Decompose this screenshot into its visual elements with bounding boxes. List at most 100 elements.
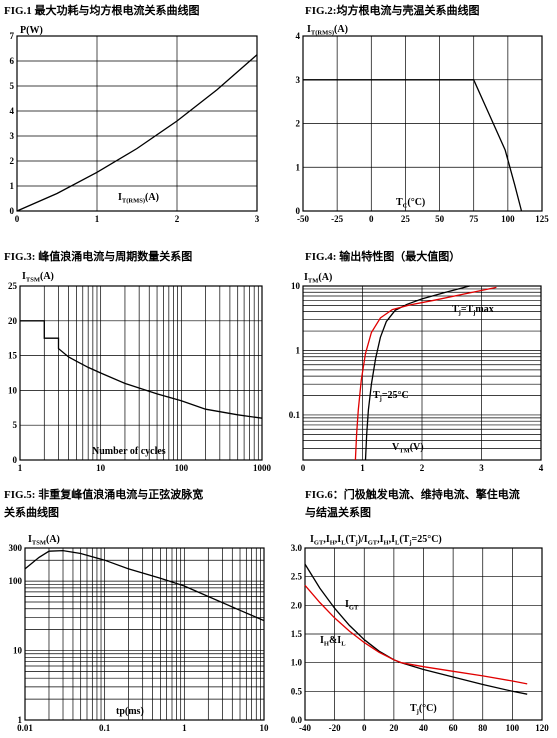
y-tick-label: 0.0 [291, 715, 303, 725]
x-tick-label: 50 [435, 214, 445, 224]
fig6-grid [304, 547, 543, 721]
fig4-caption: FIG.4: 输出特性图（最大值图） [305, 249, 460, 263]
x-tick-label: 100 [175, 463, 189, 473]
fig5-chart: 0.01 0.1 1 10 1 10 100 300 ITSM(A) tp(ms) [9, 534, 270, 733]
fig4-annotation-tj25: Tj=25°C [373, 390, 409, 403]
y-tick-label: 5 [10, 81, 15, 91]
fig3-plot-frame [19, 285, 263, 461]
x-tick-label: -50 [297, 214, 309, 224]
x-tick-label: 0 [362, 723, 367, 733]
x-tick-label: 2 [175, 214, 180, 224]
y-tick-label: 1 [296, 345, 301, 355]
fig6-xlabel: Tj(°C) [410, 703, 437, 716]
fig6-chart: -40 -20 0 20 40 60 80 100 120 0.0 0.5 1.0 1.5 2.0 2.5 3… [291, 534, 550, 733]
x-tick-label: 100 [506, 723, 520, 733]
fig2-caption: FIG.2:均方根电流与壳温关系曲线图 [305, 3, 479, 17]
fig4-xlabel: VTM(V) [392, 442, 424, 455]
x-tick-label: 120 [535, 723, 549, 733]
fig2-grid [302, 35, 543, 212]
fig1-caption: FIG.1 最大功耗与均方根电流关系曲线图 [4, 3, 200, 17]
x-tick-label: 1 [95, 214, 100, 224]
y-tick-label: 0.5 [291, 686, 303, 696]
y-tick-label: 3.0 [291, 543, 303, 553]
fig2-series-0-line [303, 79, 523, 212]
y-tick-label: 10 [8, 385, 18, 395]
x-tick-label: 10 [260, 723, 270, 733]
x-tick-label: -25 [331, 214, 343, 224]
fig5-plot-frame [24, 547, 265, 721]
x-tick-label: 1000 [253, 463, 272, 473]
y-tick-label: 2.0 [291, 600, 303, 610]
fig4-annotation-tjmax: Tj=Tjmax [452, 304, 494, 317]
y-tick-label: 1 [10, 181, 15, 191]
fig1-chart: 0 1 2 3 0 1 2 3 4 5 6 7 P(W) IT(RMS)(A) [10, 25, 260, 224]
y-tick-label: 25 [8, 281, 18, 291]
x-tick-label: 3 [255, 214, 260, 224]
x-tick-label: 4 [539, 463, 544, 473]
y-tick-label: 0.1 [289, 410, 301, 420]
fig2-chart: -50 -25 0 25 50 75 100 125 0 1 2 3 4 IT(RMS)(A) TC(°C) [296, 24, 550, 224]
x-tick-label: 0.01 [17, 723, 33, 733]
fig6-series-ih-il-line [304, 584, 528, 685]
y-tick-label: 20 [8, 316, 18, 326]
x-tick-label: 3 [479, 463, 484, 473]
y-tick-label: 10 [291, 281, 301, 291]
fig5-xlabel: tp(ms) [116, 706, 144, 717]
x-tick-label: 0 [301, 463, 306, 473]
x-tick-label: 0 [15, 214, 20, 224]
y-tick-label: 0 [13, 455, 18, 465]
x-tick-label: 1 [182, 723, 187, 733]
fig3-ylabel: ITSM(A) [22, 271, 54, 284]
y-tick-label: 10 [13, 646, 23, 656]
y-tick-label: 1.5 [291, 629, 303, 639]
y-tick-label: 15 [8, 351, 18, 361]
fig4-grid [302, 285, 542, 461]
x-tick-label: 100 [501, 214, 515, 224]
fig3-chart: 1 10 100 1000 0 5 10 15 20 25 ITSM(A) Number of cyc… [8, 271, 272, 473]
y-tick-label: 1 [18, 715, 23, 725]
x-tick-label: 10 [96, 463, 106, 473]
x-tick-label: -40 [299, 723, 311, 733]
x-tick-label: 60 [449, 723, 459, 733]
fig1-xlabel: IT(RMS)(A) [118, 192, 159, 205]
x-tick-label: 80 [478, 723, 488, 733]
fig5-series-0-line [24, 549, 265, 622]
fig1-plot-frame [16, 35, 258, 212]
y-tick-label: 4 [296, 31, 301, 41]
y-tick-label: 2 [10, 156, 15, 166]
x-tick-label: 40 [419, 723, 429, 733]
y-tick-label: 2.5 [291, 572, 303, 582]
fig4-series-tj-tjmax-line [354, 286, 497, 461]
y-tick-label: 0 [10, 206, 15, 216]
x-tick-label: -20 [329, 723, 341, 733]
fig6-caption-line2: 与结温关系图 [305, 505, 371, 519]
y-tick-label: 6 [10, 56, 15, 66]
y-tick-label: 5 [13, 420, 18, 430]
fig3-caption: FIG.3: 峰值浪涌电流与周期数量关系图 [4, 249, 192, 263]
fig6-ylabel: IGT,IH,IL(Tj)/IGT,IH,IL(Tj=25°C) [310, 534, 442, 547]
fig3-xlabel: Number of cycles [92, 446, 166, 457]
x-tick-label: 1 [18, 463, 23, 473]
fig1-grid [16, 35, 258, 212]
fig5-caption-line2: 关系曲线图 [4, 505, 59, 519]
fig6-caption-line1: FIG.6：门极触发电流、维持电流、擎住电流 [305, 487, 520, 501]
x-tick-label: 20 [389, 723, 399, 733]
y-tick-label: 2 [296, 119, 301, 129]
x-tick-label: 75 [469, 214, 479, 224]
fig3-grid [19, 285, 263, 461]
fig4-plot-frame [302, 285, 542, 461]
fig6-annotation-igt: IGT [345, 599, 359, 612]
y-tick-label: 300 [9, 543, 23, 553]
fig2-ylabel: IT(RMS)(A) [307, 24, 348, 37]
fig6-plot-frame [304, 547, 543, 721]
x-tick-label: 125 [535, 214, 549, 224]
y-tick-label: 3 [296, 75, 301, 85]
fig6-annotation-ih-il: IH&IL [320, 635, 346, 648]
y-tick-label: 4 [10, 106, 15, 116]
y-tick-label: 1 [296, 162, 301, 172]
x-tick-label: 0.1 [99, 723, 111, 733]
y-tick-label: 0 [296, 206, 301, 216]
fig4-series-tj-25-c-line [364, 285, 470, 461]
